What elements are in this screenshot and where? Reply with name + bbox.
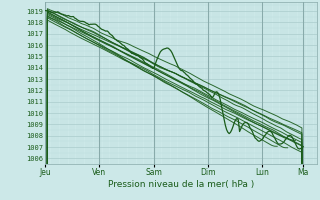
X-axis label: Pression niveau de la mer( hPa ): Pression niveau de la mer( hPa ) (108, 180, 254, 189)
